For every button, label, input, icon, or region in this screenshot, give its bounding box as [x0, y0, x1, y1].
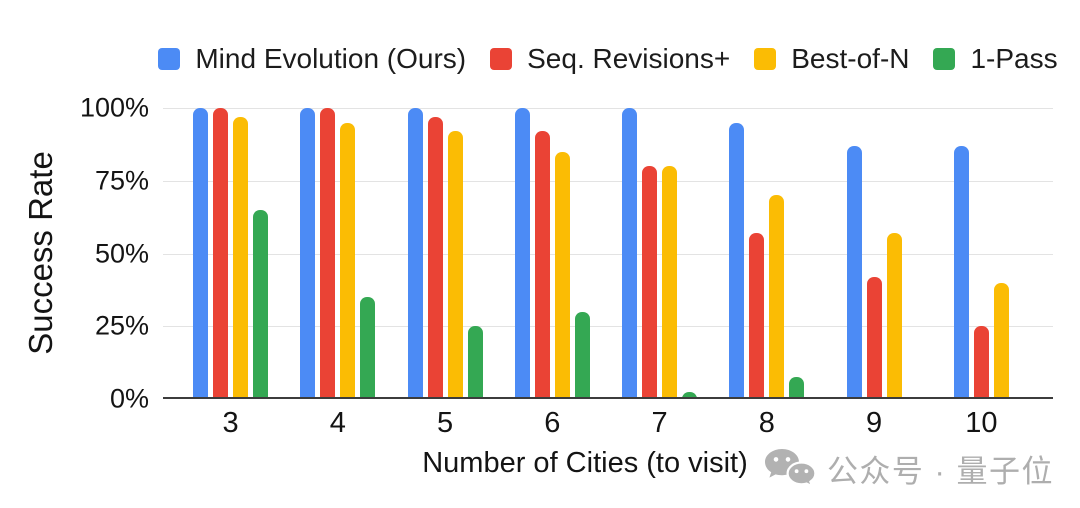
bar — [447, 131, 463, 399]
legend-label: Best-of-N — [791, 43, 910, 74]
bar — [534, 131, 550, 399]
bar — [213, 108, 229, 399]
x-tick-label: 5 — [437, 407, 454, 439]
y-tick-label: 100% — [79, 92, 149, 123]
legend-swatch-icon — [490, 48, 513, 70]
bar — [574, 311, 590, 399]
y-tick-label: 50% — [94, 238, 149, 268]
y-tick-label: 0% — [109, 383, 149, 414]
bar — [253, 209, 269, 399]
gridline — [163, 326, 1053, 328]
bar — [993, 282, 1009, 399]
bar — [886, 233, 902, 399]
watermark-text: 公众号 · 量子位 — [826, 454, 1054, 489]
x-tick-label: 10 — [965, 407, 998, 439]
bar — [622, 108, 638, 399]
legend-item: Mind Evolution (Ours) — [158, 43, 466, 75]
bar — [407, 108, 423, 399]
legend: Mind Evolution (Ours) Seq. Revisions+ Best… — [158, 42, 1058, 76]
x-tick-label: 6 — [544, 407, 561, 439]
legend-item: 1-Pass — [933, 43, 1058, 75]
bar-group — [392, 108, 499, 399]
gridline — [163, 180, 1053, 182]
x-axis-title: Number of Cities (to visit) — [422, 447, 748, 479]
legend-swatch-icon — [158, 48, 181, 70]
bar — [682, 391, 698, 399]
bar — [662, 166, 678, 399]
legend-item: Best-of-N — [754, 43, 909, 75]
legend-label: Mind Evolution (Ours) — [195, 43, 467, 74]
bar — [953, 145, 969, 399]
legend-label: 1-Pass — [970, 43, 1058, 74]
x-tick-label: 8 — [758, 407, 775, 439]
bar — [973, 326, 989, 399]
bar — [729, 122, 745, 399]
bar — [320, 108, 336, 399]
bar — [789, 377, 805, 399]
x-axis-line — [163, 397, 1053, 399]
watermark: 公众号 · 量子位 — [762, 446, 1054, 491]
legend-swatch-icon — [933, 48, 956, 70]
bar-group — [821, 108, 928, 399]
bar — [749, 233, 765, 399]
x-tick-labels: 3 4 5 6 7 8 9 10 — [163, 407, 1053, 440]
bar-group — [928, 108, 1035, 399]
x-tick-label: 4 — [329, 407, 346, 439]
bar — [554, 151, 570, 399]
legend-label: Seq. Revisions+ — [527, 43, 731, 74]
bar — [360, 297, 376, 399]
bar — [846, 145, 862, 399]
bar-group — [499, 108, 606, 399]
bar — [233, 116, 249, 399]
bar — [193, 108, 209, 399]
x-tick-label: 7 — [651, 407, 668, 439]
legend-item: Seq. Revisions+ — [490, 43, 730, 75]
bar-group — [177, 108, 284, 399]
bar — [866, 276, 882, 399]
bar — [769, 195, 785, 399]
bar-groups — [163, 108, 1053, 399]
bar — [300, 108, 316, 399]
bar — [467, 326, 483, 399]
x-tick-label: 3 — [222, 407, 239, 439]
x-tick-label: 9 — [866, 407, 883, 439]
bar — [427, 116, 443, 399]
bar — [514, 108, 530, 399]
y-tick-label: 25% — [94, 310, 149, 341]
y-axis-title: Success Rate — [22, 151, 59, 355]
bar — [340, 122, 356, 399]
y-tick-label: 75% — [94, 165, 149, 196]
legend-swatch-icon — [754, 48, 777, 70]
bar-group — [713, 108, 820, 399]
bar-group — [606, 108, 713, 399]
gridline — [163, 108, 1053, 109]
bar — [642, 166, 658, 399]
bar-group — [284, 108, 391, 399]
wechat-icon — [764, 448, 817, 489]
gridline — [163, 253, 1053, 255]
plot-area: 0% 25% 50% 75% 100% — [80, 94, 1053, 412]
